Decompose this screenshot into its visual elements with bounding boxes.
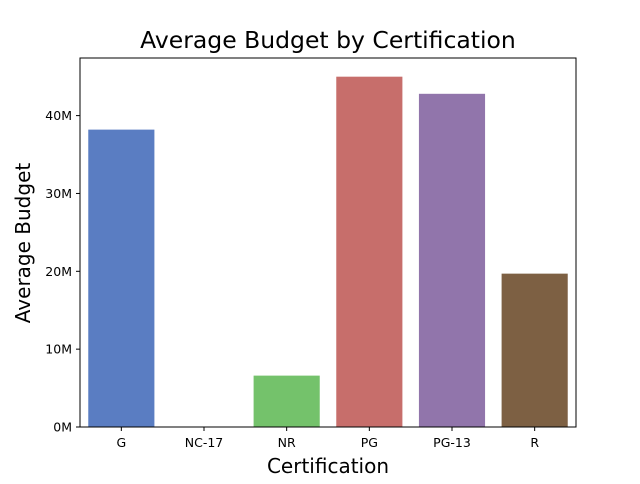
y-tick-label: 10M [45, 342, 72, 357]
chart-title: Average Budget by Certification [140, 26, 516, 54]
bars-layer [88, 76, 568, 428]
x-tick-label: PG [361, 435, 378, 450]
bar-nr [253, 375, 320, 427]
y-tick-label: 0M [53, 420, 72, 435]
x-tick-label: NR [278, 435, 296, 450]
x-tick-label: G [116, 435, 126, 450]
plot-frame [79, 57, 577, 428]
x-axis-title: Certification [267, 454, 389, 478]
x-tick-label: R [530, 435, 539, 450]
bar-g [88, 129, 155, 427]
y-axis-title: Average Budget [11, 163, 35, 324]
x-tick-label: PG-13 [433, 435, 471, 450]
bar-pg [336, 76, 403, 428]
y-tick-label: 40M [45, 108, 72, 123]
bar-r [501, 273, 568, 427]
y-tick-label: 20M [45, 264, 72, 279]
bar-pg-13 [418, 93, 486, 427]
y-ticks: 0M 10M 20M 30M 40M [45, 108, 80, 435]
x-ticks: G NC-17 NR PG PG-13 R [116, 427, 539, 450]
x-tick-label: NC-17 [185, 435, 224, 450]
y-tick-label: 30M [45, 186, 72, 201]
